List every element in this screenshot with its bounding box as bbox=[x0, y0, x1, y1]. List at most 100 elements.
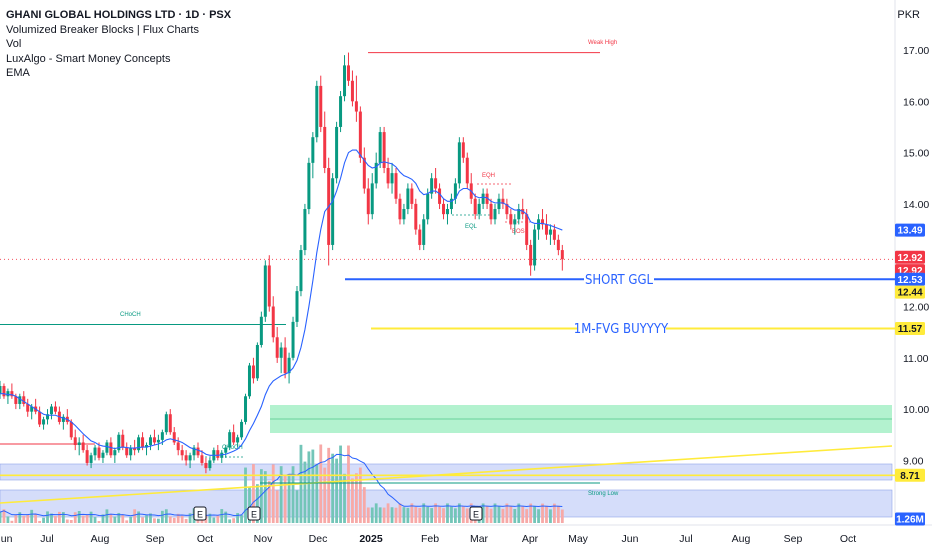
candle-body[interactable] bbox=[81, 442, 85, 451]
candle-body[interactable] bbox=[137, 437, 141, 451]
candle-body[interactable] bbox=[184, 455, 188, 461]
candle-body[interactable] bbox=[346, 65, 350, 81]
candle-body[interactable] bbox=[176, 442, 180, 451]
earnings-marker[interactable] bbox=[193, 506, 207, 521]
price-tag[interactable] bbox=[895, 468, 925, 482]
candle-body[interactable] bbox=[85, 450, 89, 463]
price-tag[interactable] bbox=[895, 223, 925, 237]
candle-body[interactable] bbox=[283, 347, 287, 374]
candle-body[interactable] bbox=[14, 396, 18, 404]
candle-body[interactable] bbox=[164, 414, 168, 433]
candle-body[interactable] bbox=[232, 432, 236, 443]
candle-body[interactable] bbox=[509, 214, 513, 225]
candle-body[interactable] bbox=[497, 198, 501, 210]
candle-body[interactable] bbox=[125, 447, 129, 456]
candle-body[interactable] bbox=[172, 432, 176, 443]
candle-body[interactable] bbox=[362, 157, 366, 189]
candle-body[interactable] bbox=[445, 209, 449, 215]
candle-body[interactable] bbox=[477, 203, 481, 215]
candle-body[interactable] bbox=[244, 396, 248, 422]
candle-body[interactable] bbox=[315, 85, 319, 138]
candle-body[interactable] bbox=[386, 167, 390, 184]
candle-body[interactable] bbox=[465, 157, 469, 184]
candle-body[interactable] bbox=[434, 178, 438, 189]
candle-body[interactable] bbox=[168, 414, 172, 433]
candle-body[interactable] bbox=[192, 447, 196, 456]
candle-body[interactable] bbox=[398, 198, 402, 220]
candle-body[interactable] bbox=[366, 188, 370, 215]
candle-body[interactable] bbox=[485, 193, 489, 204]
candle-body[interactable] bbox=[204, 462, 208, 469]
candle-body[interactable] bbox=[533, 229, 537, 266]
candle-body[interactable] bbox=[53, 406, 57, 412]
candle-body[interactable] bbox=[18, 396, 22, 404]
candle-body[interactable] bbox=[323, 126, 327, 168]
price-tag[interactable] bbox=[895, 512, 925, 526]
candle-body[interactable] bbox=[430, 178, 434, 194]
candle-body[interactable] bbox=[46, 414, 50, 420]
candle-body[interactable] bbox=[105, 442, 109, 453]
candle-body[interactable] bbox=[552, 229, 556, 240]
candle-body[interactable] bbox=[489, 203, 493, 220]
candle-body[interactable] bbox=[442, 203, 446, 215]
candle-body[interactable] bbox=[196, 447, 200, 456]
candle-body[interactable] bbox=[101, 452, 105, 458]
candle-body[interactable] bbox=[414, 203, 418, 230]
candle-body[interactable] bbox=[73, 437, 77, 446]
candle-body[interactable] bbox=[77, 442, 81, 446]
candle-body[interactable] bbox=[319, 85, 323, 127]
indicator-smc[interactable]: LuxAlgo - Smart Money Concepts bbox=[6, 52, 171, 65]
indicator-ema[interactable]: EMA bbox=[6, 67, 30, 79]
candle-body[interactable] bbox=[343, 65, 347, 97]
candle-body[interactable] bbox=[461, 142, 465, 158]
candle-body[interactable] bbox=[6, 391, 10, 397]
candle-body[interactable] bbox=[426, 193, 430, 220]
candle-body[interactable] bbox=[541, 219, 545, 225]
candle-body[interactable] bbox=[208, 460, 212, 469]
earnings-marker[interactable] bbox=[469, 506, 483, 521]
candle-body[interactable] bbox=[453, 183, 457, 199]
candle-body[interactable] bbox=[303, 209, 307, 251]
candle-body[interactable] bbox=[279, 347, 283, 358]
candle-body[interactable] bbox=[525, 214, 529, 245]
candle-body[interactable] bbox=[141, 437, 145, 448]
candle-body[interactable] bbox=[556, 239, 560, 251]
candle-body[interactable] bbox=[216, 450, 220, 458]
candle-body[interactable] bbox=[449, 198, 453, 210]
candle-body[interactable] bbox=[0, 386, 2, 394]
candle-body[interactable] bbox=[200, 455, 204, 463]
candle-body[interactable] bbox=[267, 265, 271, 307]
price-tag[interactable] bbox=[895, 272, 925, 286]
candle-body[interactable] bbox=[160, 432, 164, 440]
candle-body[interactable] bbox=[259, 316, 263, 345]
candle-body[interactable] bbox=[354, 101, 358, 112]
candle-body[interactable] bbox=[49, 406, 53, 415]
candle-body[interactable] bbox=[481, 193, 485, 204]
candle-body[interactable] bbox=[544, 224, 548, 235]
candle-body[interactable] bbox=[145, 445, 149, 448]
candle-body[interactable] bbox=[382, 132, 386, 168]
candle-body[interactable] bbox=[10, 391, 14, 397]
candle-body[interactable] bbox=[473, 198, 477, 215]
candle-body[interactable] bbox=[406, 188, 410, 210]
candle-body[interactable] bbox=[501, 198, 505, 204]
candle-body[interactable] bbox=[22, 396, 26, 404]
candle-body[interactable] bbox=[339, 96, 343, 127]
candle-body[interactable] bbox=[299, 250, 303, 292]
candle-body[interactable] bbox=[228, 432, 232, 448]
price-tag[interactable] bbox=[895, 285, 925, 299]
candle-body[interactable] bbox=[224, 447, 228, 453]
candle-body[interactable] bbox=[129, 447, 133, 456]
candle-body[interactable] bbox=[418, 229, 422, 245]
candle-body[interactable] bbox=[505, 203, 509, 215]
price-tag[interactable] bbox=[895, 250, 925, 264]
candle-body[interactable] bbox=[335, 126, 339, 179]
candle-body[interactable] bbox=[188, 455, 192, 461]
candle-body[interactable] bbox=[394, 173, 398, 199]
candle-body[interactable] bbox=[350, 80, 354, 102]
candle-body[interactable] bbox=[42, 419, 46, 425]
candle-body[interactable] bbox=[378, 132, 382, 163]
price-tag[interactable] bbox=[895, 322, 925, 336]
candle-body[interactable] bbox=[156, 439, 160, 443]
candle-body[interactable] bbox=[113, 450, 117, 456]
